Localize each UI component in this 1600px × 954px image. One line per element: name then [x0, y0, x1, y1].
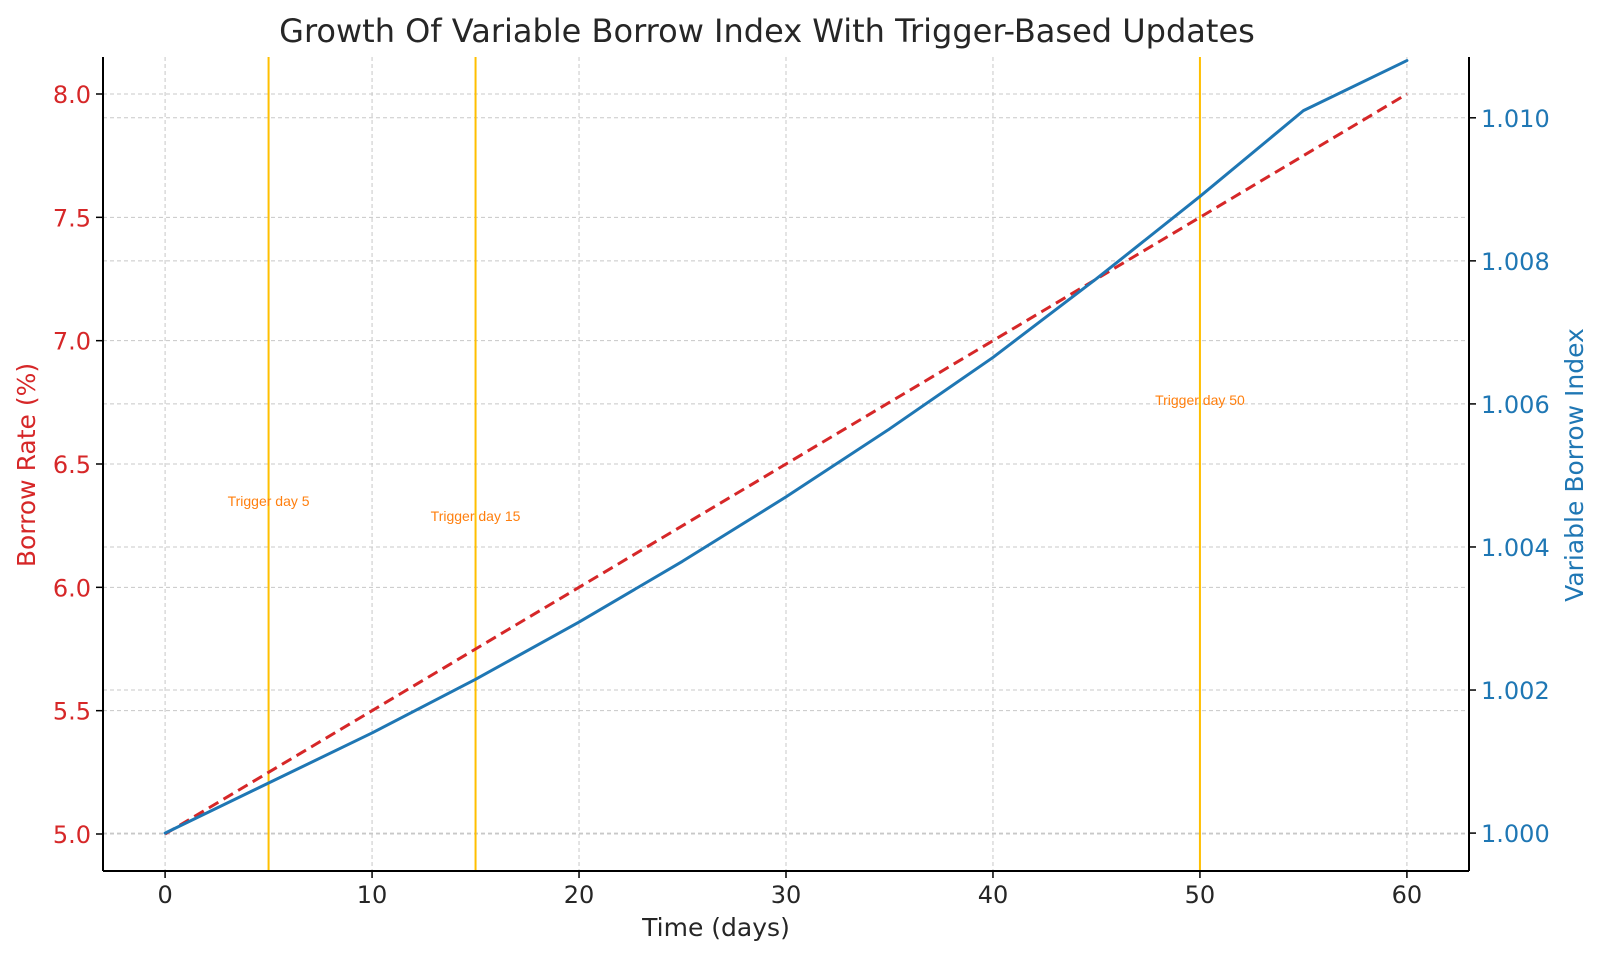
y-left-tick-label: 6.0: [53, 574, 91, 602]
x-axis-label: Time (days): [641, 913, 790, 942]
series-line-left-axis: [164, 92, 1408, 836]
y-right-tick-label: 1.000: [1481, 820, 1550, 848]
trigger-label-day-5: Trigger day 5: [228, 493, 310, 509]
x-tick-label: 60: [1392, 881, 1423, 909]
tick-labels: 0 10 20 30 40 50 60 5.0 5.5 6.0 6.5 7.0 7.5 8.0 1.000 1…: [53, 81, 1550, 909]
y-left-tick-label: 5.5: [53, 698, 91, 726]
grid: [103, 57, 1469, 871]
y-right-tick-label: 1.006: [1481, 391, 1550, 419]
y-left-tick-label: 7.5: [53, 204, 91, 232]
y-right-tick-label: 1.004: [1481, 534, 1550, 562]
trigger-label-day-50: Trigger day 50: [1155, 392, 1245, 408]
x-tick-label: 0: [157, 881, 172, 909]
chart-title: Growth Of Variable Borrow Index With Tri…: [279, 12, 1255, 50]
y-right-axis-label: Variable Borrow Index: [1560, 328, 1589, 602]
y-left-tick-label: 8.0: [53, 81, 91, 109]
series-layer: [163, 59, 1409, 836]
y-left-tick-label: 6.5: [53, 451, 91, 479]
x-tick-label: 10: [357, 881, 388, 909]
trigger-label-day-15: Trigger day 15: [431, 508, 521, 524]
y-left-tick-label: 5.0: [53, 821, 91, 849]
series-line-right-axis: [163, 59, 1409, 835]
x-tick-label: 20: [564, 881, 595, 909]
x-tick-label: 40: [978, 881, 1009, 909]
y-right-tick-label: 1.002: [1481, 677, 1550, 705]
y-left-tick-label: 7.0: [53, 328, 91, 356]
y-right-tick-label: 1.008: [1481, 248, 1550, 276]
y-right-tick-label: 1.010: [1481, 105, 1550, 133]
x-tick-label: 50: [1185, 881, 1216, 909]
x-tick-label: 30: [771, 881, 802, 909]
trigger-lines: Trigger day 5 Trigger day 15 Trigger day 5…: [228, 57, 1245, 871]
y-left-axis-label: Borrow Rate (%): [12, 363, 41, 567]
